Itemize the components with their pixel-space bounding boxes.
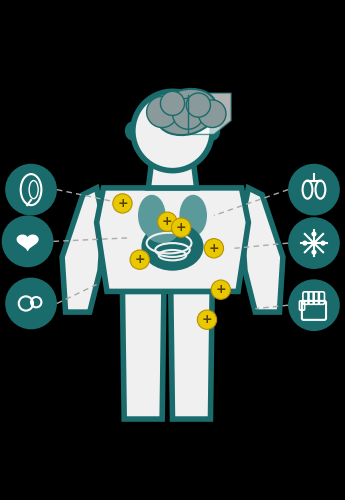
- Ellipse shape: [207, 124, 217, 138]
- Circle shape: [133, 92, 212, 170]
- Circle shape: [130, 250, 149, 270]
- Circle shape: [113, 194, 132, 213]
- Circle shape: [172, 98, 204, 129]
- Circle shape: [288, 280, 340, 331]
- Text: +: +: [216, 283, 226, 296]
- Circle shape: [5, 278, 57, 330]
- Text: +: +: [209, 242, 219, 255]
- Circle shape: [160, 92, 185, 116]
- Text: +: +: [162, 215, 172, 228]
- Polygon shape: [97, 188, 248, 292]
- Circle shape: [147, 96, 178, 128]
- Ellipse shape: [179, 195, 207, 236]
- Text: +: +: [117, 197, 128, 210]
- Polygon shape: [62, 188, 104, 312]
- Polygon shape: [171, 292, 212, 419]
- Circle shape: [197, 310, 217, 330]
- Ellipse shape: [138, 195, 166, 236]
- Text: +: +: [135, 253, 145, 266]
- Polygon shape: [122, 292, 164, 419]
- Circle shape: [2, 216, 53, 267]
- Circle shape: [186, 93, 210, 117]
- Ellipse shape: [128, 124, 138, 138]
- Ellipse shape: [145, 216, 179, 243]
- Ellipse shape: [156, 89, 217, 135]
- Circle shape: [288, 164, 340, 216]
- Circle shape: [321, 240, 326, 246]
- Circle shape: [5, 164, 57, 216]
- Circle shape: [312, 250, 316, 254]
- Text: +: +: [202, 313, 212, 326]
- Polygon shape: [17, 235, 38, 250]
- Ellipse shape: [141, 222, 204, 270]
- Circle shape: [158, 212, 177, 232]
- Circle shape: [288, 217, 340, 269]
- Circle shape: [312, 232, 316, 236]
- Text: +: +: [176, 221, 186, 234]
- Circle shape: [171, 218, 191, 237]
- Circle shape: [302, 240, 307, 246]
- Circle shape: [204, 238, 224, 258]
- Circle shape: [198, 100, 226, 128]
- Polygon shape: [241, 188, 283, 312]
- Polygon shape: [148, 160, 197, 188]
- Circle shape: [211, 280, 230, 299]
- Polygon shape: [179, 93, 231, 134]
